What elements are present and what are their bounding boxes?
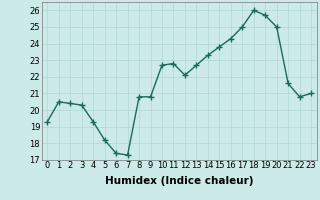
X-axis label: Humidex (Indice chaleur): Humidex (Indice chaleur) (105, 176, 253, 186)
